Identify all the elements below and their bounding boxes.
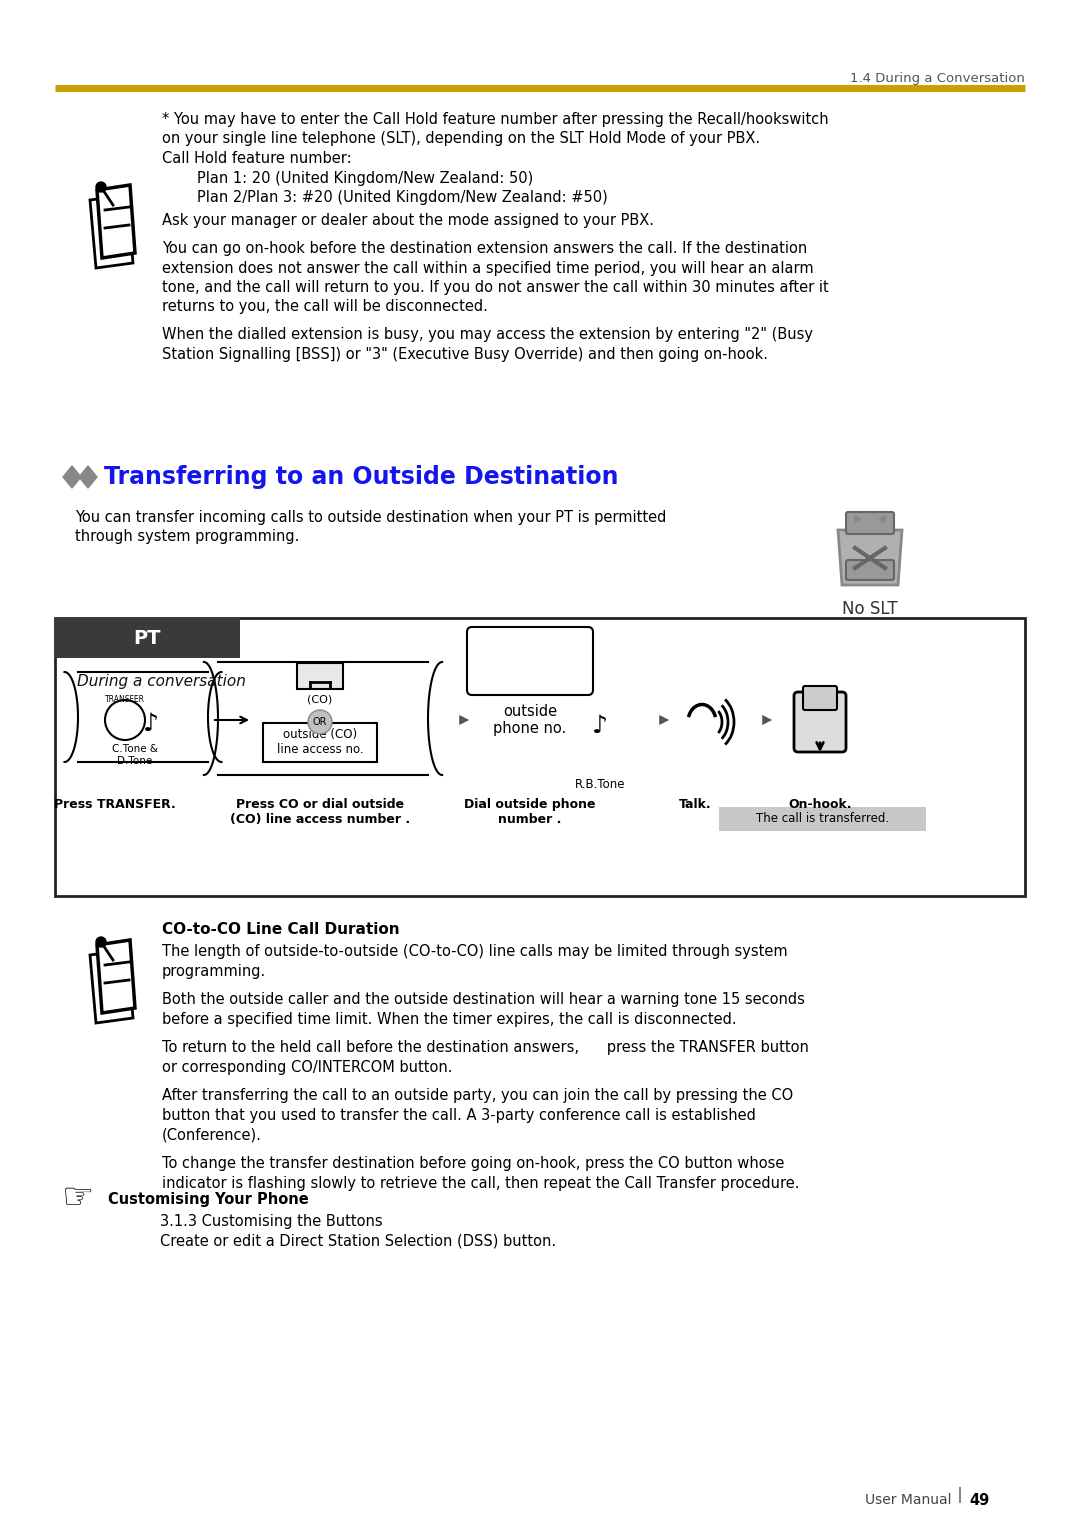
Text: CO-to-CO Line Call Duration: CO-to-CO Line Call Duration xyxy=(162,921,400,937)
FancyBboxPatch shape xyxy=(846,559,894,581)
Text: User Manual: User Manual xyxy=(865,1493,951,1507)
FancyBboxPatch shape xyxy=(55,617,1025,895)
Text: 1.4 During a Conversation: 1.4 During a Conversation xyxy=(850,72,1025,86)
Text: through system programming.: through system programming. xyxy=(75,529,299,544)
Text: To return to the held call before the destination answers,      press the TRANSF: To return to the held call before the de… xyxy=(162,1041,809,1054)
Text: Customising Your Phone: Customising Your Phone xyxy=(108,1192,309,1207)
Text: Press TRANSFER.: Press TRANSFER. xyxy=(54,798,176,811)
Text: 3.1.3 Customising the Buttons: 3.1.3 Customising the Buttons xyxy=(160,1215,382,1229)
Text: After transferring the call to an outside party, you can join the call by pressi: After transferring the call to an outsid… xyxy=(162,1088,793,1103)
Polygon shape xyxy=(63,466,81,487)
Polygon shape xyxy=(97,940,135,1013)
FancyBboxPatch shape xyxy=(55,617,240,659)
Text: Station Signalling [BSS]) or "3" (Executive Busy Override) and then going on-hoo: Station Signalling [BSS]) or "3" (Execut… xyxy=(162,347,768,362)
Text: C.Tone &
D.Tone: C.Tone & D.Tone xyxy=(112,744,158,766)
Text: outside (CO)
line access no.: outside (CO) line access no. xyxy=(276,727,363,756)
Text: indicator is flashing slowly to retrieve the call, then repeat the Call Transfer: indicator is flashing slowly to retrieve… xyxy=(162,1177,799,1190)
FancyBboxPatch shape xyxy=(264,723,377,762)
Text: programming.: programming. xyxy=(162,964,267,979)
Text: Both the outside caller and the outside destination will hear a warning tone 15 : Both the outside caller and the outside … xyxy=(162,992,805,1007)
Text: To change the transfer destination before going on-hook, press the CO button who: To change the transfer destination befor… xyxy=(162,1157,784,1170)
Text: or corresponding CO/INTERCOM button.: or corresponding CO/INTERCOM button. xyxy=(162,1060,453,1076)
Text: You can go on-hook before the destination extension answers the call. If the des: You can go on-hook before the destinatio… xyxy=(162,241,807,257)
Text: OR: OR xyxy=(313,717,327,727)
Text: R.B.Tone: R.B.Tone xyxy=(575,778,625,792)
Text: button that you used to transfer the call. A 3-party conference call is establis: button that you used to transfer the cal… xyxy=(162,1108,756,1123)
Text: PT: PT xyxy=(133,628,161,648)
Text: Dial outside phone
number .: Dial outside phone number . xyxy=(464,798,596,827)
Text: Create or edit a Direct Station Selection (DSS) button.: Create or edit a Direct Station Selectio… xyxy=(160,1235,556,1248)
Polygon shape xyxy=(97,185,135,258)
Text: On-hook.: On-hook. xyxy=(788,798,852,811)
FancyBboxPatch shape xyxy=(846,512,894,533)
FancyBboxPatch shape xyxy=(719,807,926,831)
Text: ☞: ☞ xyxy=(62,1180,94,1215)
Text: outside
phone no.: outside phone no. xyxy=(494,704,567,736)
Text: Transferring to an Outside Destination: Transferring to an Outside Destination xyxy=(104,465,619,489)
Text: tone, and the call will return to you. If you do not answer the call within 30 m: tone, and the call will return to you. I… xyxy=(162,280,828,295)
Text: (CO): (CO) xyxy=(308,695,333,704)
Text: on your single line telephone (SLT), depending on the SLT Hold Mode of your PBX.: on your single line telephone (SLT), dep… xyxy=(162,131,760,147)
Text: The call is transferred.: The call is transferred. xyxy=(756,813,889,825)
Text: Call Hold feature number:: Call Hold feature number: xyxy=(162,151,352,167)
Text: When the dialled extension is busy, you may access the extension by entering "2": When the dialled extension is busy, you … xyxy=(162,327,813,342)
FancyBboxPatch shape xyxy=(804,686,837,711)
Text: ♪: ♪ xyxy=(592,714,608,738)
Polygon shape xyxy=(79,466,97,487)
Text: TRANSFER: TRANSFER xyxy=(105,695,145,704)
Text: Plan 1: 20 (United Kingdom/New Zealand: 50): Plan 1: 20 (United Kingdom/New Zealand: … xyxy=(197,171,534,185)
Circle shape xyxy=(308,711,332,733)
Text: 49: 49 xyxy=(969,1493,989,1508)
Text: No SLT: No SLT xyxy=(842,601,897,617)
Text: Press CO or dial outside
(CO) line access number .: Press CO or dial outside (CO) line acces… xyxy=(230,798,410,827)
FancyBboxPatch shape xyxy=(794,692,846,752)
Text: returns to you, the call will be disconnected.: returns to you, the call will be disconn… xyxy=(162,299,488,315)
Text: Talk.: Talk. xyxy=(678,798,712,811)
Polygon shape xyxy=(90,196,133,267)
Text: You can transfer incoming calls to outside destination when your PT is permitted: You can transfer incoming calls to outsi… xyxy=(75,510,666,526)
Text: (Conference).: (Conference). xyxy=(162,1128,261,1143)
Polygon shape xyxy=(838,530,902,585)
Text: ♪: ♪ xyxy=(143,712,159,736)
Text: * You may have to enter the Call Hold feature number after pressing the Recall/h: * You may have to enter the Call Hold fe… xyxy=(162,112,828,127)
Text: The length of outside-to-outside (CO-to-CO) line calls may be limited through sy: The length of outside-to-outside (CO-to-… xyxy=(162,944,787,960)
Text: During a conversation: During a conversation xyxy=(77,674,246,689)
Text: Ask your manager or dealer about the mode assigned to your PBX.: Ask your manager or dealer about the mod… xyxy=(162,214,654,229)
Polygon shape xyxy=(90,950,133,1024)
Text: Plan 2/Plan 3: #20 (United Kingdom/New Zealand: #50): Plan 2/Plan 3: #20 (United Kingdom/New Z… xyxy=(197,189,608,205)
Text: before a specified time limit. When the timer expires, the call is disconnected.: before a specified time limit. When the … xyxy=(162,1012,737,1027)
Text: extension does not answer the call within a specified time period, you will hear: extension does not answer the call withi… xyxy=(162,260,813,275)
Circle shape xyxy=(96,182,106,193)
FancyBboxPatch shape xyxy=(467,626,593,695)
Circle shape xyxy=(96,937,106,947)
FancyBboxPatch shape xyxy=(297,663,343,689)
